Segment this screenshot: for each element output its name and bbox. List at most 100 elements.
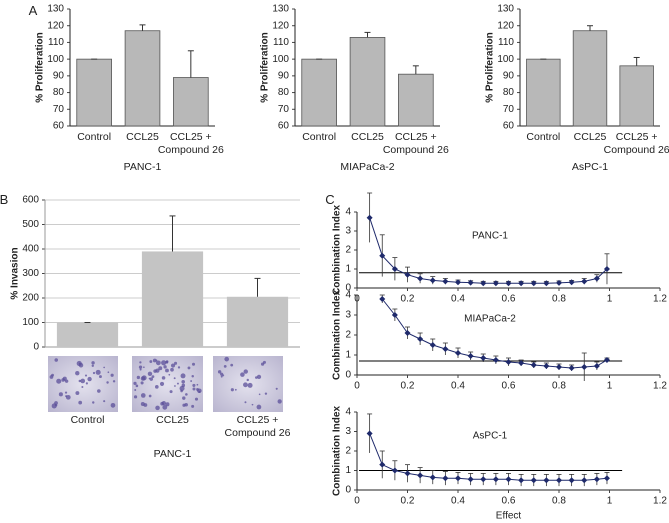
bar [349, 37, 386, 127]
x-tick-label: Control [302, 131, 337, 143]
x-tick-label: 0 [354, 381, 360, 392]
point [556, 477, 562, 484]
micrograph-cell [133, 395, 138, 399]
y-tick-label: 4 [345, 290, 351, 301]
micrograph-cell [148, 394, 152, 398]
micrograph-cell [198, 390, 201, 394]
micrograph-cell [234, 388, 237, 391]
x-tick-label: 1 [607, 496, 613, 507]
micrograph-cell [140, 393, 146, 398]
y-tick-label: 110 [498, 37, 514, 48]
micrograph-cell [80, 378, 86, 384]
micrograph-cell [159, 381, 165, 386]
micrograph-cell [152, 358, 157, 363]
point [593, 476, 600, 483]
micrograph-cell [134, 389, 137, 391]
x-tick-label: 1.2 [653, 294, 667, 305]
point [442, 346, 449, 352]
micrograph-cell [107, 371, 110, 374]
bar [173, 77, 209, 127]
y-axis-label: % Proliferation [260, 32, 271, 103]
point [442, 278, 449, 285]
panel-label: A [28, 3, 38, 18]
y-tick-label: 3 [345, 426, 351, 437]
y-tick-label: 60 [278, 121, 290, 132]
micrograph-cell [153, 369, 157, 373]
micrograph-cell [49, 375, 54, 379]
micrograph-cell [182, 396, 186, 400]
y-tick-label: 100 [272, 54, 289, 65]
micrograph-cell [75, 391, 80, 396]
micrograph-cell [243, 382, 248, 388]
micrograph-cell [78, 363, 84, 368]
micrograph-cell [112, 380, 116, 383]
micrograph-cell [139, 368, 142, 371]
micrograph-cell [264, 392, 268, 395]
bar [619, 65, 654, 127]
point [530, 280, 537, 287]
point [518, 360, 525, 366]
bar [398, 73, 434, 127]
micrograph-cell [54, 404, 58, 407]
x-tick-label: 0.2 [401, 381, 415, 392]
point [455, 279, 461, 286]
point [455, 350, 461, 356]
micrograph-cell [78, 379, 82, 383]
point [568, 279, 575, 286]
point [404, 271, 411, 278]
y-tick-label: 130 [272, 4, 289, 15]
micrograph-cell [176, 382, 179, 385]
x-axis-label: AsPC-1 [571, 161, 609, 173]
point [467, 476, 474, 483]
point [429, 342, 436, 348]
micrograph-cell [97, 389, 101, 393]
point [467, 353, 474, 359]
point [581, 477, 588, 484]
micrograph-cell [182, 403, 186, 407]
y-tick-label: 70 [53, 104, 65, 115]
micrograph-cell [154, 385, 159, 389]
point [568, 477, 575, 484]
bar [76, 58, 112, 127]
micrograph-cell [190, 380, 193, 383]
micrograph-cell [170, 367, 174, 372]
x-tick-label: 0.8 [552, 381, 566, 392]
point [581, 278, 588, 285]
point [530, 477, 537, 484]
x-tick-label: CCL25 [573, 131, 607, 143]
point [556, 279, 562, 286]
micrograph-cell [223, 364, 227, 368]
point [467, 279, 474, 286]
x-tick-label: CCL25 [351, 131, 384, 143]
y-tick-label: 300 [22, 268, 39, 279]
micrograph-cell [181, 383, 186, 388]
y-tick-label: 4 [345, 407, 351, 418]
micrograph-cell [170, 363, 176, 368]
point [505, 359, 512, 365]
panel-label: C [325, 192, 335, 207]
micrograph-cell [161, 376, 166, 380]
y-tick-label: 110 [273, 37, 289, 48]
y-tick-label: 80 [53, 87, 65, 98]
point [505, 280, 512, 287]
point [417, 472, 424, 479]
point [593, 363, 600, 369]
y-tick-label: 120 [272, 20, 289, 31]
bar [56, 322, 119, 347]
point [442, 475, 449, 482]
micrograph-cell [191, 404, 195, 408]
point [505, 476, 512, 483]
micrograph-cell [99, 375, 102, 379]
x-tick-label: 1 [607, 381, 613, 392]
panel-label: B [0, 192, 9, 207]
micrograph-cell [151, 375, 155, 379]
x-tick-label: 0.4 [451, 294, 465, 305]
bar [572, 30, 608, 127]
point [417, 336, 424, 342]
micrograph-cell [196, 388, 199, 391]
micrograph-cell [141, 375, 147, 381]
micrograph-cell [143, 403, 148, 407]
micrograph [213, 356, 283, 412]
